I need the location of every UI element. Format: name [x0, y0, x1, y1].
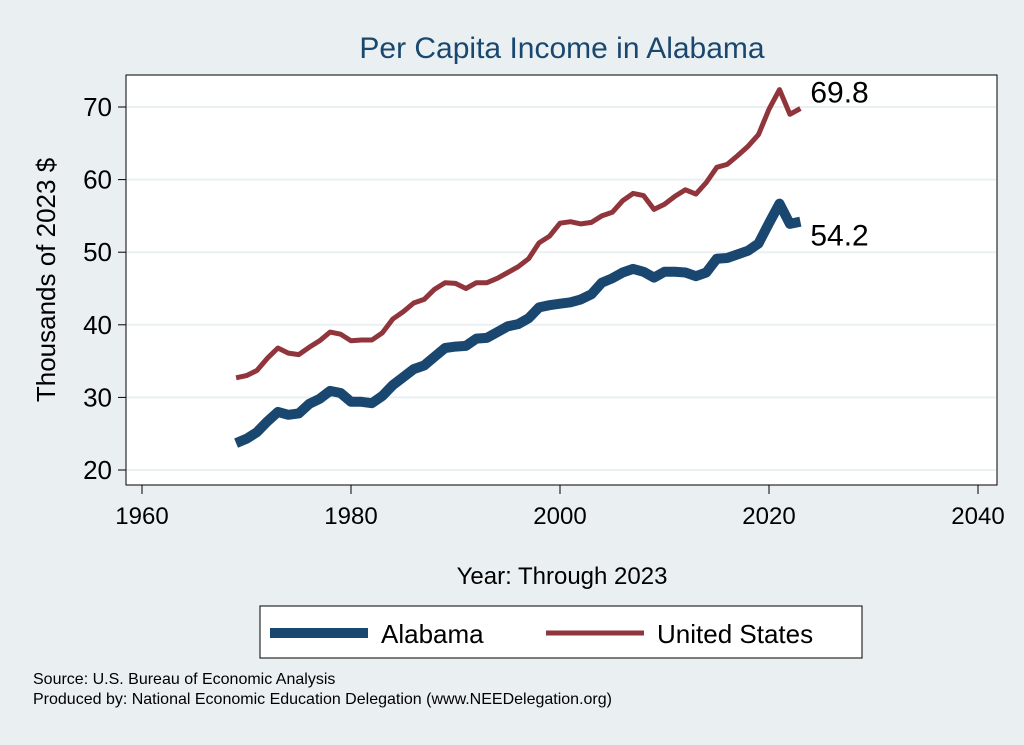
- series-line-united-states: [235, 87, 802, 381]
- y-tick-label: 60: [83, 165, 112, 195]
- x-axis-label: Year: Through 2023: [457, 563, 668, 590]
- legend-label-alabama: Alabama: [381, 619, 484, 649]
- x-tick-label: 2040: [951, 503, 1004, 530]
- series-line-alabama: [234, 198, 802, 448]
- legend-label-united-states: United States: [657, 619, 813, 649]
- source-note: Source: U.S. Bureau of Economic Analysis: [33, 671, 336, 688]
- y-tick-label: 50: [83, 237, 112, 267]
- y-axis-label: Thousands of 2023 $: [31, 157, 61, 402]
- x-tick-label: 1980: [324, 503, 377, 530]
- y-tick-label: 20: [83, 455, 112, 485]
- y-tick-label: 30: [83, 382, 112, 412]
- x-tick-label: 2020: [742, 503, 795, 530]
- y-tick-label: 70: [83, 92, 112, 122]
- y-tick-label: 40: [83, 310, 112, 340]
- x-tick-label: 1960: [115, 503, 168, 530]
- chart-title: Per Capita Income in Alabama: [359, 32, 765, 65]
- producer-note: Produced by: National Economic Education…: [33, 691, 612, 708]
- end-label-alabama: 54.2: [810, 220, 868, 253]
- plot-area: [125, 74, 998, 486]
- end-label-united-states: 69.8: [810, 76, 868, 109]
- x-tick-label: 2000: [533, 503, 586, 530]
- legend: Alabama United States: [259, 605, 863, 659]
